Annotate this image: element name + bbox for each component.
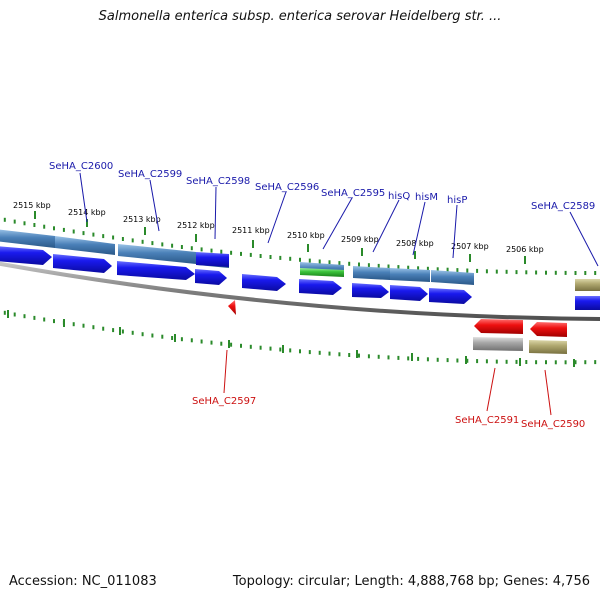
- gene-label[interactable]: SeHA_C2598: [186, 176, 250, 187]
- forward-cds-arrow: [575, 296, 600, 310]
- scale-label: 2508 kbp: [396, 239, 434, 248]
- scale-label: 2512 kbp: [177, 221, 215, 230]
- gene-block: [529, 340, 567, 354]
- gene-label[interactable]: hisM: [415, 192, 438, 203]
- label-leader: [149, 179, 160, 232]
- genome-backbone: [0, 261, 600, 321]
- forward-cds-arrow: [352, 283, 389, 298]
- forward-cds-arrow: [117, 261, 195, 280]
- scale-label: 2510 kbp: [287, 231, 325, 240]
- gene-label[interactable]: SeHA_C2589: [531, 201, 595, 212]
- gene-block: [353, 266, 390, 280]
- scale-label: 2515 kbp: [13, 201, 51, 210]
- gene-block: [473, 337, 523, 351]
- gene-label[interactable]: SeHA_C2590: [521, 419, 585, 430]
- gene-label[interactable]: SeHA_C2599: [118, 169, 182, 180]
- gene-block: [118, 244, 196, 264]
- reverse-cds-track: [228, 300, 567, 337]
- forward-cds-arrow: [0, 246, 52, 265]
- scale-label: 2514 kbp: [68, 208, 106, 217]
- gene-label[interactable]: SeHA_C2595: [321, 188, 385, 199]
- gene-label[interactable]: SeHA_C2597: [192, 396, 256, 407]
- scale-label: 2513 kbp: [123, 215, 161, 224]
- gene-label[interactable]: SeHA_C2591: [455, 415, 519, 426]
- label-leader: [372, 199, 400, 253]
- forward-cds-arrow: [196, 252, 229, 267]
- lower-major-ticks: [7, 310, 575, 367]
- gene-label[interactable]: hisQ: [388, 191, 410, 202]
- forward-cds-arrow: [429, 288, 472, 304]
- label-leader: [544, 369, 552, 416]
- forward-cds-arrow: [53, 254, 112, 273]
- scale-label: 2507 kbp: [451, 242, 489, 251]
- forward-labels: SeHA_C2600 SeHA_C2599 SeHA_C2598 SeHA_C2…: [49, 161, 599, 267]
- genome-summary-text: Topology: circular; Length: 4,888,768 bp…: [232, 574, 590, 589]
- gene-label[interactable]: SeHA_C2596: [255, 182, 319, 193]
- gene-block: [390, 268, 430, 282]
- map-title: Salmonella enterica subsp. enterica sero…: [98, 9, 502, 24]
- label-leader: [412, 201, 426, 256]
- label-leader: [223, 349, 228, 394]
- scale-label: 2506 kbp: [506, 245, 544, 254]
- forward-cds-track: [0, 246, 600, 310]
- gene-block: [431, 270, 474, 285]
- upper-tick-track: [3, 217, 597, 275]
- label-leader: [79, 172, 88, 223]
- scale-label: 2511 kbp: [232, 226, 270, 235]
- scale-track: 2515 kbp 2514 kbp 2513 kbp 2512 kbp 2511…: [13, 201, 544, 264]
- accession-text: Accession: NC_011083: [9, 574, 157, 589]
- label-leader: [267, 191, 287, 244]
- label-leader: [322, 197, 353, 250]
- reverse-cds-arrow: [228, 300, 236, 315]
- forward-cds-arrow: [299, 279, 342, 295]
- label-leader: [569, 211, 599, 267]
- gene-block: [55, 236, 115, 255]
- reverse-cds-arrow: [530, 322, 567, 337]
- label-leader: [214, 186, 217, 240]
- reverse-gene-track: [473, 337, 567, 354]
- forward-cds-arrow: [242, 274, 286, 291]
- gene-block: [575, 279, 600, 291]
- forward-cds-arrow: [390, 285, 428, 301]
- scale-label: 2509 kbp: [341, 235, 379, 244]
- label-leader: [452, 204, 458, 259]
- forward-cds-arrow: [195, 269, 227, 285]
- label-leader: [486, 367, 496, 412]
- gene-label[interactable]: SeHA_C2600: [49, 161, 113, 172]
- reverse-cds-arrow: [474, 319, 523, 334]
- gene-label[interactable]: hisP: [447, 195, 467, 206]
- reverse-labels: SeHA_C2597 SeHA_C2591 SeHA_C2590: [192, 349, 585, 430]
- gene-block: [0, 229, 55, 248]
- gene-block: [300, 268, 344, 277]
